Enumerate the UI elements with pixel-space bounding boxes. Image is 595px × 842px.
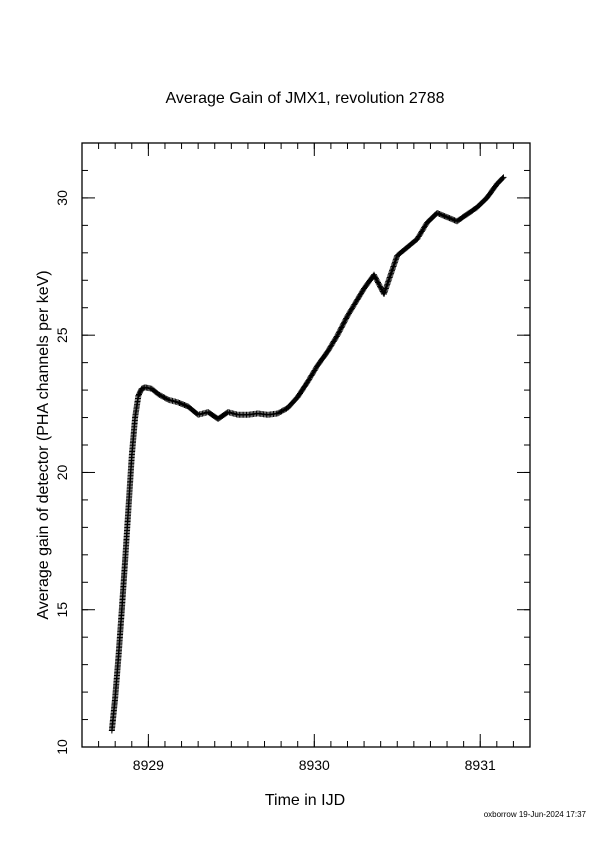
data-point	[499, 175, 506, 182]
data-point	[500, 174, 507, 181]
data-point	[377, 284, 384, 291]
chart-title: Average Gain of JMX1, revolution 2788	[166, 90, 445, 107]
x-tick-label: 8929	[133, 757, 164, 773]
data-point	[341, 318, 348, 325]
plot-frame	[81, 142, 531, 748]
data-point	[333, 333, 340, 340]
data-point	[340, 320, 347, 327]
data-point	[376, 282, 383, 289]
data-point	[375, 279, 382, 286]
data-point	[335, 330, 342, 337]
data-point	[339, 323, 346, 330]
axis-ticks	[81, 142, 531, 748]
y-tick-label: 30	[54, 190, 70, 206]
data-point	[342, 316, 349, 323]
y-tick-label: 15	[54, 602, 70, 618]
data-point	[373, 276, 380, 283]
data-point	[377, 283, 384, 290]
data-point	[337, 325, 344, 332]
axis-tick-labels: 8929 8930 8931 10 15 20 25 30	[54, 190, 496, 773]
data-point	[371, 273, 378, 280]
data-point	[337, 327, 344, 334]
data-point	[375, 280, 382, 287]
data-point	[164, 396, 171, 403]
data-point	[339, 321, 346, 328]
x-tick-label: 8930	[299, 757, 330, 773]
footer-timestamp: oxborrow 19-Jun-2024 17:37	[484, 810, 587, 819]
y-tick-label: 25	[54, 327, 70, 343]
data-point	[343, 314, 350, 321]
data-points	[108, 174, 507, 734]
data-point	[372, 274, 379, 281]
data-point	[338, 324, 345, 331]
y-axis-label: Average gain of detector (PHA channels p…	[35, 270, 52, 619]
data-point	[335, 329, 342, 336]
x-axis-label: Time in IJD	[265, 792, 345, 809]
data-point	[371, 271, 378, 278]
y-tick-label: 10	[54, 739, 70, 755]
x-tick-label: 8931	[465, 757, 496, 773]
data-point	[334, 332, 341, 339]
data-point	[336, 328, 343, 335]
data-point	[341, 319, 348, 326]
data-point	[343, 315, 350, 322]
data-point	[374, 278, 381, 285]
data-point	[373, 275, 380, 282]
y-tick-label: 20	[54, 464, 70, 480]
